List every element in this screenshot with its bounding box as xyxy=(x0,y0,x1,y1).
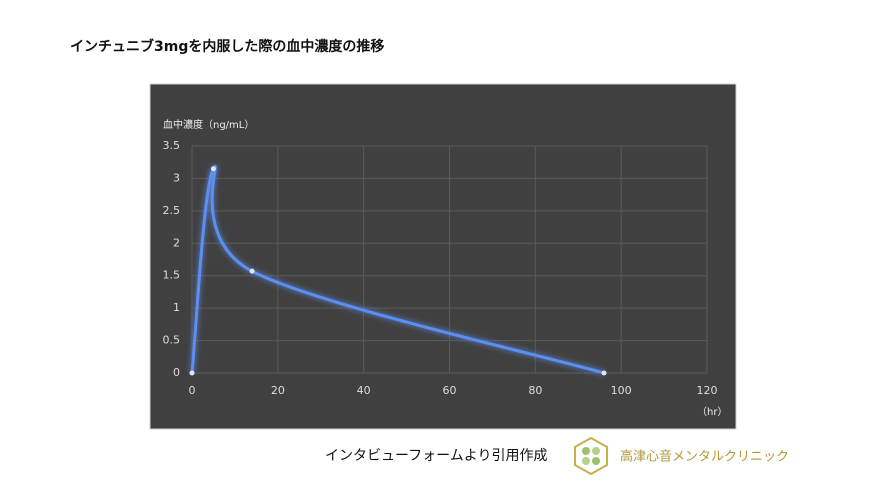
data-point xyxy=(210,166,216,172)
data-point xyxy=(189,370,195,376)
x-tick-label: 20 xyxy=(271,384,285,397)
y-tick-label: 1 xyxy=(173,301,180,314)
x-tick-label: 40 xyxy=(357,384,371,397)
y-tick-label: 3 xyxy=(173,171,180,184)
plot-background xyxy=(149,83,737,430)
y-tick-label: 0.5 xyxy=(163,334,181,347)
x-axis-label: （hr） xyxy=(697,406,727,418)
data-point xyxy=(601,370,607,376)
y-tick-label: 2 xyxy=(173,236,180,249)
logo xyxy=(574,436,608,476)
y-axis-label: 血中濃度（ng/mL） xyxy=(163,118,254,131)
x-tick-label: 120 xyxy=(697,384,718,397)
x-tick-label: 80 xyxy=(528,384,542,397)
data-point xyxy=(249,268,255,274)
y-tick-label: 0 xyxy=(173,366,180,379)
logo-text: 高津心音メンタルクリニック xyxy=(620,449,789,465)
x-tick-label: 100 xyxy=(611,384,632,397)
y-tick-label: 2.5 xyxy=(163,204,181,217)
source-note: インタビューフォームより引用作成 xyxy=(325,448,547,464)
y-tick-label: 1.5 xyxy=(163,269,181,282)
y-tick-label: 3.5 xyxy=(163,139,181,152)
chart-title: インチュニブ3mgを内服した際の血中濃度の推移 xyxy=(70,38,384,55)
data-line xyxy=(190,165,605,375)
x-tick-label: 0 xyxy=(189,384,196,397)
x-tick-label: 60 xyxy=(443,384,457,397)
